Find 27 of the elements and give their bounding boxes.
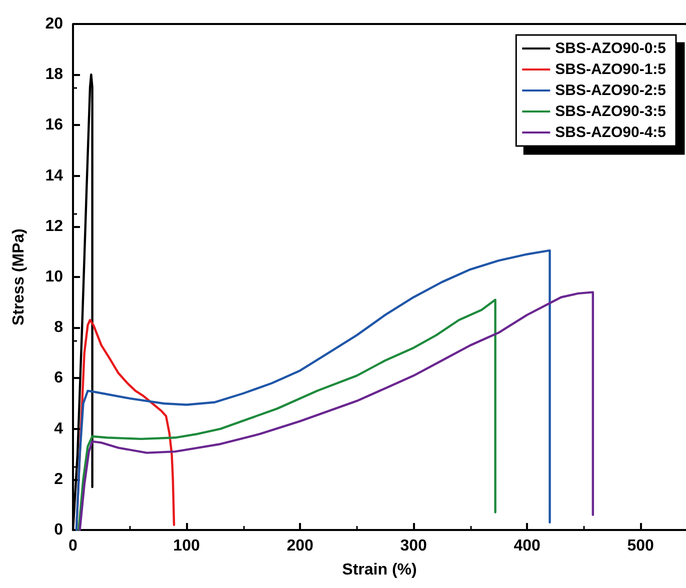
x-tick-label: 300 bbox=[400, 538, 427, 554]
legend-label: SBS-AZO90-0:5 bbox=[555, 40, 666, 57]
line-series bbox=[78, 298, 496, 532]
legend-label: SBS-AZO90-3:5 bbox=[555, 103, 666, 120]
y-tick-label: 4 bbox=[54, 420, 64, 438]
line-series bbox=[78, 291, 594, 532]
y-tick-label: 14 bbox=[45, 167, 64, 184]
y-tick-label: 8 bbox=[54, 319, 64, 336]
y-tick-label: 16 bbox=[45, 116, 64, 134]
x-tick-label: 200 bbox=[286, 538, 314, 554]
y-axis-title: Stress (MPa) bbox=[10, 228, 28, 326]
line-series bbox=[75, 249, 551, 532]
y-tick-label: 10 bbox=[45, 268, 64, 286]
y-tick-label: 2 bbox=[54, 470, 64, 488]
y-tick-label: 20 bbox=[45, 16, 64, 32]
x-axis-title: Strain (%) bbox=[342, 562, 417, 578]
legend-label: SBS-AZO90-2:5 bbox=[555, 82, 666, 99]
y-tick-label: 6 bbox=[54, 370, 64, 387]
x-tick-label: 400 bbox=[514, 538, 541, 554]
x-tick-label: 0 bbox=[68, 538, 78, 554]
x-tick-label: 100 bbox=[173, 538, 200, 554]
y-tick-label: 12 bbox=[45, 218, 64, 235]
legend-label: SBS-AZO90-1:5 bbox=[555, 61, 666, 78]
y-tick-label: 0 bbox=[54, 522, 64, 538]
y-tick-label: 18 bbox=[45, 66, 64, 84]
legend-label: SBS-AZO90-4:5 bbox=[555, 124, 666, 141]
x-tick-label: 500 bbox=[627, 538, 654, 554]
